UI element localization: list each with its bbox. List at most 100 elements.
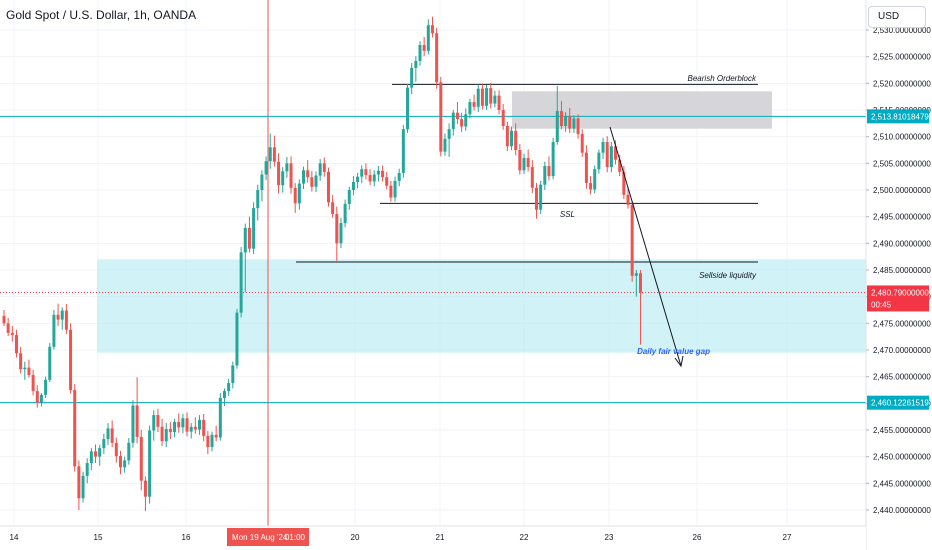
candle <box>460 112 464 132</box>
candle <box>464 108 468 131</box>
candle-body <box>389 185 393 198</box>
candle-body <box>501 110 505 126</box>
ssl-label: SSL <box>560 210 575 219</box>
price-tick-label: 2,490.00000000 <box>873 239 931 248</box>
candle-body <box>522 158 526 171</box>
candle-body <box>260 174 264 190</box>
candle <box>227 378 231 396</box>
candle <box>98 444 102 466</box>
candle-body <box>385 177 389 186</box>
candle <box>306 160 310 183</box>
candle-body <box>634 273 638 276</box>
candle-body <box>530 167 534 188</box>
candle <box>123 456 127 473</box>
price-tick-label: 2,450.00000000 <box>873 453 931 462</box>
candle-body <box>293 187 297 204</box>
candle <box>85 458 89 484</box>
candle-body <box>252 208 256 249</box>
candle <box>56 303 60 326</box>
candle-body <box>576 118 580 134</box>
candle-body <box>227 383 231 392</box>
candle-body <box>98 448 102 457</box>
candle-body <box>168 428 172 433</box>
candle-body <box>443 138 447 152</box>
candle-body <box>214 434 218 438</box>
sellside-liquidity-label: Sellside liquidity <box>699 271 757 280</box>
candle-body <box>618 159 622 172</box>
fair-value-gap-zone <box>97 259 866 353</box>
candle <box>206 431 210 454</box>
candle-body <box>10 332 14 336</box>
candle-body <box>256 190 260 209</box>
candle <box>414 56 418 82</box>
candle <box>210 431 214 452</box>
candle <box>364 163 368 180</box>
candle <box>418 41 422 66</box>
lower-line-price-text: 2,460.12261519 <box>871 399 929 408</box>
bearish-orderblock-zone <box>512 91 772 129</box>
candle-body <box>52 314 56 347</box>
candle-body <box>485 88 489 106</box>
candle-body <box>272 147 276 162</box>
candle-body <box>426 25 430 51</box>
candle-body <box>460 119 464 127</box>
candle <box>393 176 397 202</box>
candle <box>351 176 355 196</box>
candle-body <box>118 456 122 468</box>
candle-body <box>268 147 272 162</box>
candle <box>6 318 10 337</box>
candle-body <box>60 310 64 320</box>
candle-body <box>406 87 410 130</box>
candle <box>630 200 634 282</box>
candle-body <box>476 88 480 107</box>
candle-body <box>568 116 572 129</box>
time-tick-label: 21 <box>436 533 445 542</box>
candle <box>430 16 434 38</box>
candle-body <box>152 415 156 431</box>
candle <box>597 149 601 174</box>
candle <box>202 414 206 442</box>
candle-body <box>6 323 10 333</box>
candle-body <box>135 405 139 437</box>
currency-button[interactable]: USD <box>868 6 926 28</box>
candle <box>252 202 256 254</box>
candle-body <box>102 439 106 449</box>
candle <box>593 165 597 194</box>
candle-body <box>247 227 251 249</box>
candle <box>576 114 580 139</box>
candle <box>360 165 364 184</box>
candle-body <box>381 170 385 178</box>
candle <box>2 310 6 326</box>
candle-body <box>189 426 193 432</box>
candle <box>281 167 285 193</box>
candle <box>48 343 52 382</box>
candle-body <box>318 163 322 176</box>
candle <box>589 176 593 195</box>
candle <box>505 121 509 152</box>
price-tick-label: 2,505.00000000 <box>873 159 931 168</box>
candle <box>530 160 534 194</box>
candle <box>64 304 68 334</box>
candle <box>268 133 272 169</box>
candle-body <box>393 180 397 198</box>
candle <box>322 157 326 177</box>
candle-body <box>589 183 593 190</box>
candle-body <box>464 114 468 127</box>
candle-body <box>23 367 27 370</box>
candle <box>173 418 177 438</box>
time-tick-label: 20 <box>351 533 360 542</box>
candle <box>426 19 430 55</box>
chart-zones <box>97 91 866 353</box>
candle <box>372 170 376 187</box>
crosshair-date-badge <box>227 528 309 546</box>
candle <box>164 423 168 448</box>
candle-body <box>510 130 514 147</box>
candle <box>510 126 514 150</box>
candle-body <box>2 315 6 324</box>
candle <box>264 156 268 180</box>
candle-body <box>56 314 60 320</box>
candle <box>572 115 576 133</box>
candle-body <box>339 223 343 244</box>
